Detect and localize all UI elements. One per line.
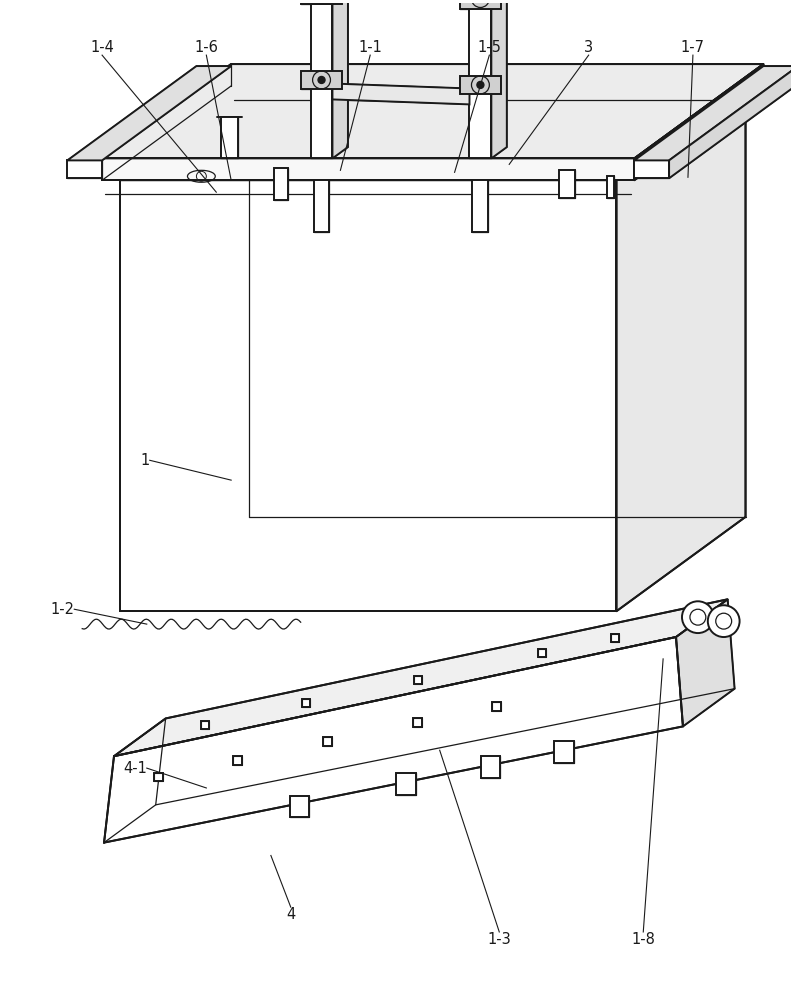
Polygon shape [333,0,348,158]
Circle shape [477,0,484,2]
Polygon shape [469,9,491,158]
Polygon shape [155,773,164,781]
Polygon shape [310,4,333,158]
Text: 1-2: 1-2 [50,602,75,617]
Text: 1-7: 1-7 [681,40,705,55]
Polygon shape [102,158,634,180]
Text: 3: 3 [584,40,593,55]
Polygon shape [634,64,763,180]
Polygon shape [67,160,102,178]
Polygon shape [233,756,242,765]
Text: 1-8: 1-8 [631,932,655,947]
Polygon shape [460,76,501,94]
Polygon shape [114,599,727,756]
Polygon shape [616,86,746,611]
Polygon shape [301,0,342,4]
Polygon shape [120,180,616,611]
Polygon shape [460,0,501,9]
Polygon shape [559,170,575,198]
Text: 1-6: 1-6 [195,40,218,55]
Polygon shape [553,741,573,763]
Circle shape [477,81,484,88]
Polygon shape [67,66,231,160]
Polygon shape [676,599,734,726]
Polygon shape [104,637,683,843]
Text: 1-4: 1-4 [91,40,114,55]
Polygon shape [222,117,238,158]
Polygon shape [669,66,794,178]
Polygon shape [274,168,287,200]
Polygon shape [323,737,332,746]
Polygon shape [413,718,422,727]
Polygon shape [314,180,330,232]
Circle shape [682,601,714,633]
Polygon shape [290,796,310,817]
Polygon shape [634,160,669,178]
Circle shape [707,605,739,637]
Polygon shape [480,756,500,778]
Circle shape [318,76,325,83]
Polygon shape [120,86,746,180]
Text: 1: 1 [141,453,150,468]
Polygon shape [491,702,501,711]
Polygon shape [102,64,763,158]
Polygon shape [491,0,507,158]
Polygon shape [396,773,416,795]
Text: 1-3: 1-3 [488,932,511,947]
Polygon shape [201,721,209,729]
Polygon shape [538,649,545,657]
Text: 4: 4 [286,907,295,922]
Text: 1-1: 1-1 [358,40,382,55]
Polygon shape [607,176,615,198]
Polygon shape [302,699,310,707]
Text: 4-1: 4-1 [123,761,147,776]
Polygon shape [634,66,794,160]
Text: 1-5: 1-5 [477,40,501,55]
Polygon shape [414,676,422,684]
Polygon shape [611,634,619,642]
Polygon shape [333,84,469,104]
Polygon shape [472,180,488,232]
Polygon shape [301,71,342,89]
